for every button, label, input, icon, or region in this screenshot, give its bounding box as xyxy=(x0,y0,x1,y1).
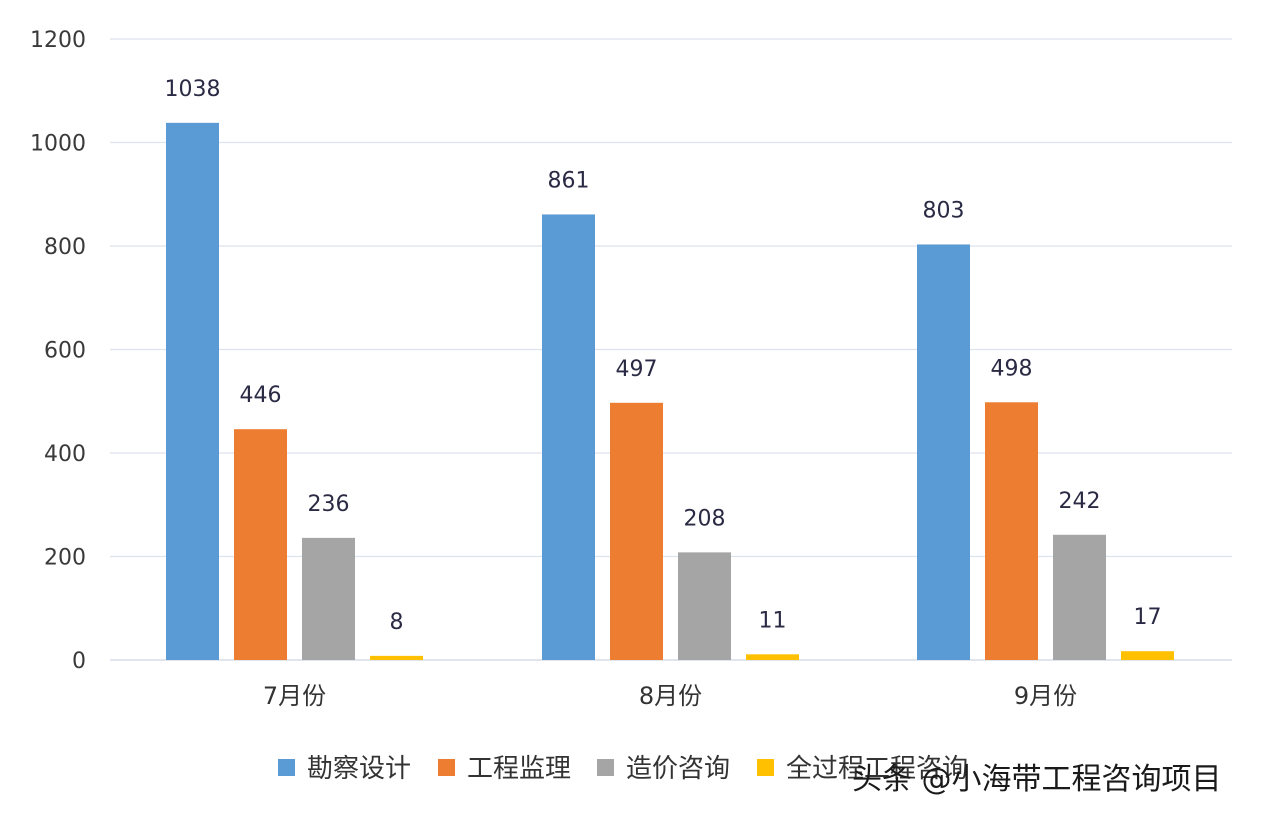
y-tick-label: 0 xyxy=(72,649,86,674)
x-category-label: 7月份 xyxy=(263,682,326,710)
data-label: 498 xyxy=(991,356,1033,381)
legend-label: 造价咨询 xyxy=(626,754,730,784)
bar xyxy=(1053,534,1106,660)
bar xyxy=(302,537,355,660)
bar xyxy=(746,654,799,660)
y-tick-label: 400 xyxy=(44,442,86,467)
watermark: 头条 @小海带工程咨询项目 xyxy=(852,762,1222,797)
x-axis-category-labels: 7月份 8月份 9月份 xyxy=(263,682,1077,710)
legend-label: 全过程工程咨询 xyxy=(786,754,968,784)
y-tick-label: 1200 xyxy=(30,28,86,53)
legend-label: 工程监理 xyxy=(467,754,571,784)
bar xyxy=(678,552,731,660)
data-label: 11 xyxy=(759,608,787,633)
bar xyxy=(166,122,219,660)
watermark-text: 头条 @小海带工程咨询项目 xyxy=(852,762,1222,797)
bar xyxy=(542,214,595,660)
legend-swatch xyxy=(597,759,614,776)
x-category-label: 9月份 xyxy=(1014,682,1077,710)
data-label: 446 xyxy=(240,383,282,408)
legend-swatch xyxy=(438,759,455,776)
y-tick-label: 600 xyxy=(44,339,86,364)
data-label: 1038 xyxy=(165,77,221,102)
data-label: 242 xyxy=(1059,489,1101,514)
y-axis-tick-labels: 0 200 400 600 800 1000 1200 xyxy=(30,28,86,674)
data-label: 803 xyxy=(923,198,965,223)
bar xyxy=(917,244,970,660)
legend-swatch xyxy=(278,759,295,776)
y-tick-label: 200 xyxy=(44,546,86,571)
bar xyxy=(1121,651,1174,660)
legend-label: 勘察设计 xyxy=(307,754,411,784)
y-tick-label: 1000 xyxy=(30,132,86,157)
bar xyxy=(234,429,287,660)
data-label: 236 xyxy=(308,492,350,517)
data-label: 861 xyxy=(548,168,590,193)
gridlines xyxy=(110,38,1232,661)
data-labels: 1038 446 236 8 861 497 208 11 803 498 242 17 xyxy=(165,77,1162,635)
bar xyxy=(610,402,663,660)
legend: 勘察设计 工程监理 造价咨询 全过程工程咨询 xyxy=(278,754,968,784)
y-tick-label: 800 xyxy=(44,235,86,260)
data-label: 208 xyxy=(684,506,726,531)
x-category-label: 8月份 xyxy=(639,682,702,710)
bar xyxy=(370,655,423,660)
data-label: 8 xyxy=(390,610,404,635)
bar xyxy=(985,402,1038,660)
legend-swatch xyxy=(757,759,774,776)
data-label: 17 xyxy=(1134,605,1162,630)
bars xyxy=(166,122,1174,660)
data-label: 497 xyxy=(616,357,658,382)
